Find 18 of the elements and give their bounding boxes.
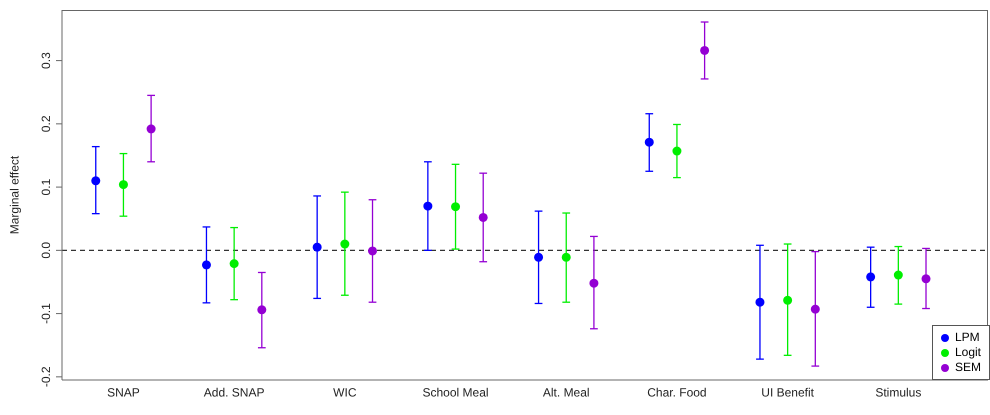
y-tick-label: 0.1 [39, 178, 53, 196]
x-tick-label: Stimulus [875, 386, 922, 400]
y-tick-label: -0.2 [39, 366, 53, 388]
x-tick-label: UI Benefit [761, 386, 815, 400]
x-tick-label: Char. Food [647, 386, 707, 400]
x-tick-label: Alt. Meal [542, 386, 590, 400]
x-tick-label: School Meal [422, 386, 489, 400]
legend-label: Logit [954, 345, 981, 360]
x-tick-label: SNAP [107, 386, 140, 400]
y-tick-label: 0.3 [39, 52, 53, 69]
legend-label: LPM [954, 330, 980, 345]
legend-label: SEM [954, 360, 981, 375]
y-tick-label: 0.2 [39, 115, 53, 132]
y-axis-title: Marginal effect [7, 155, 22, 234]
y-tick-label: -0.1 [39, 302, 53, 324]
x-tick-label: WIC [333, 386, 357, 400]
y-tick-label: 0.0 [39, 242, 53, 259]
x-tick-label: Add. SNAP [204, 386, 264, 400]
